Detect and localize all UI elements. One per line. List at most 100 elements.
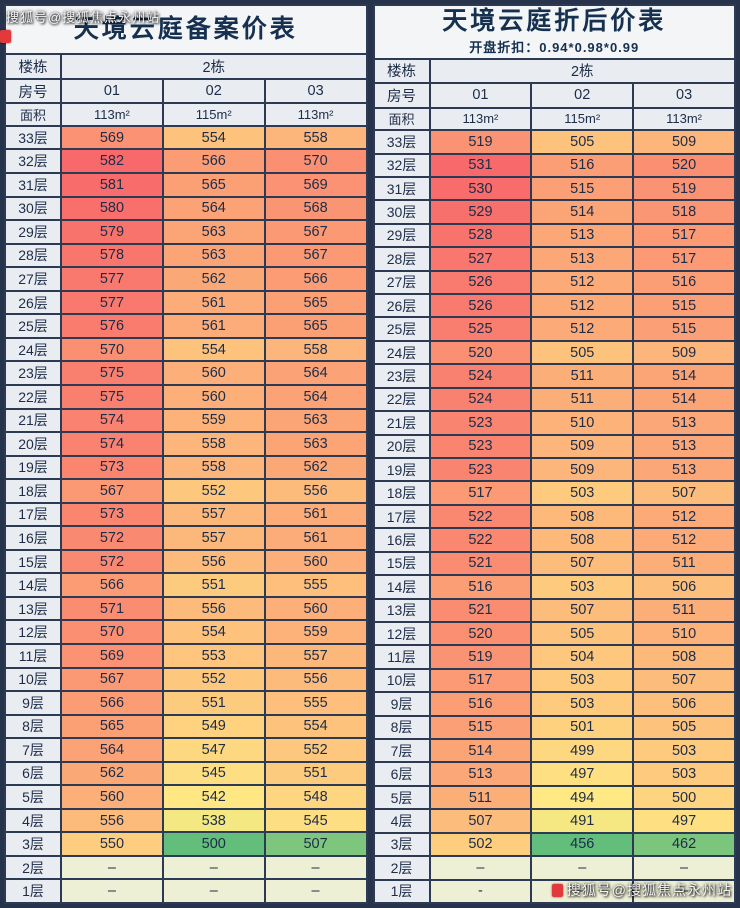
price-cell: 558 [161,454,266,481]
price-cell: 514 [632,386,736,413]
price-cell: 510 [530,410,635,436]
price-cell: 554 [161,124,266,151]
price-cell: 520 [428,620,533,647]
room-number: 01 [60,77,164,105]
floor-row: 32层 582 566 570 [4,148,368,175]
floor-label: 13层 [4,595,62,622]
floor-label: 11层 [372,644,431,670]
floor-label: 6层 [4,760,62,787]
price-cell: 511 [632,550,736,577]
floor-row: 17层 573 557 561 [4,501,368,528]
floor-row: 18层 517 503 507 [372,480,736,506]
price-cell: 505 [632,714,736,741]
price-cell: 507 [263,831,368,857]
price-cell: 569 [60,642,164,669]
price-cell: 555 [263,690,368,716]
price-cell: 576 [60,313,164,339]
floor-row: 19层 523 509 513 [372,456,736,483]
floor-row: 19层 573 558 562 [4,454,368,481]
price-cell: 513 [530,246,635,272]
floor-row: 15层 521 507 511 [372,550,736,577]
floor-label: 20层 [4,431,62,457]
price-cell: 519 [632,175,736,202]
price-cell: 560 [263,548,368,575]
price-cell: 561 [263,525,368,551]
discounted-price-table: 天境云庭折后价表 开盘折扣：0.94*0.98*0.99 楼栋 2栋 房号 01… [372,4,737,905]
price-cell: 507 [428,808,533,834]
price-cell: – [263,854,368,881]
floor-row: 11层 519 504 508 [372,644,736,670]
price-cell: 554 [161,336,266,363]
price-cell: 513 [530,222,635,249]
price-cell: 509 [632,339,736,366]
price-cell: 509 [632,129,736,155]
price-cell: 567 [60,478,164,504]
price-cell: 563 [263,431,368,457]
price-cell: 514 [530,199,635,225]
price-cell: 553 [161,642,266,669]
price-cell: 494 [530,784,635,811]
price-cell: 503 [632,738,736,764]
floor-label: 5层 [372,784,431,811]
price-cell: 557 [263,642,368,669]
floor-label: 27层 [372,269,431,296]
floor-row: 24层 570 554 558 [4,336,368,363]
price-cell: 550 [60,831,164,857]
building-label: 楼栋 [4,53,62,80]
area-label: 面积 [4,102,62,127]
floor-label: 32层 [372,152,431,178]
floor-label: 22层 [4,383,62,410]
floor-label: 15层 [4,548,62,575]
price-cell: 570 [263,148,368,175]
price-cell: 525 [428,316,533,342]
price-cell: 554 [263,713,368,740]
price-cell: 564 [161,195,266,222]
floor-label: 23层 [4,360,62,386]
price-cell: 513 [428,761,533,787]
price-cell: 564 [60,737,164,763]
price-cell: 560 [263,595,368,622]
floor-label: 24层 [4,336,62,363]
floor-row: 21层 574 559 563 [4,407,368,434]
floor-row: 16层 572 557 561 [4,525,368,551]
discounted-price-grid: 天境云庭折后价表 开盘折扣：0.94*0.98*0.99 楼栋 2栋 房号 01… [372,4,737,905]
floor-row: 10层 567 552 556 [4,666,368,693]
price-cell: 512 [632,527,736,553]
floor-label: 30层 [4,195,62,222]
price-cell: 520 [632,152,736,178]
price-cell: 505 [530,339,635,366]
area-value: 115m² [161,102,266,127]
price-cell: 500 [161,831,266,857]
price-cell: 520 [428,339,533,366]
floor-row: 33层 519 505 509 [372,129,736,155]
price-cell: – [161,878,266,904]
price-cell: 515 [632,316,736,342]
floor-row: 27层 526 512 516 [372,269,736,296]
price-cell: 516 [428,691,533,717]
floor-label: 8层 [372,714,431,741]
price-cell: 511 [632,597,736,623]
floor-label: 7层 [4,737,62,763]
price-cell: 571 [60,595,164,622]
price-cell: 509 [530,456,635,483]
floor-label: 10层 [372,667,431,694]
floor-row: 24层 520 505 509 [372,339,736,366]
room-label: 房号 [372,82,431,109]
price-cell: 563 [263,407,368,434]
price-cell: 565 [263,289,368,316]
floor-label: 30层 [372,199,431,225]
price-cell: – [60,878,164,904]
price-cell: 575 [60,383,164,410]
filed-price-table: 天境云庭备案价表 楼栋 2栋 房号 01 02 03 面积 113m² 115m… [4,3,368,904]
price-cell: 564 [263,383,368,410]
price-cell: – [161,854,266,881]
price-cell: 522 [428,503,533,530]
price-cell: 508 [530,503,635,530]
floor-label: 9层 [372,691,431,717]
price-cell: 570 [60,336,164,363]
price-cell: 557 [161,501,266,528]
price-cell: 559 [161,407,266,434]
floor-row: 27层 577 562 566 [4,266,368,292]
price-cell: 580 [60,195,164,222]
